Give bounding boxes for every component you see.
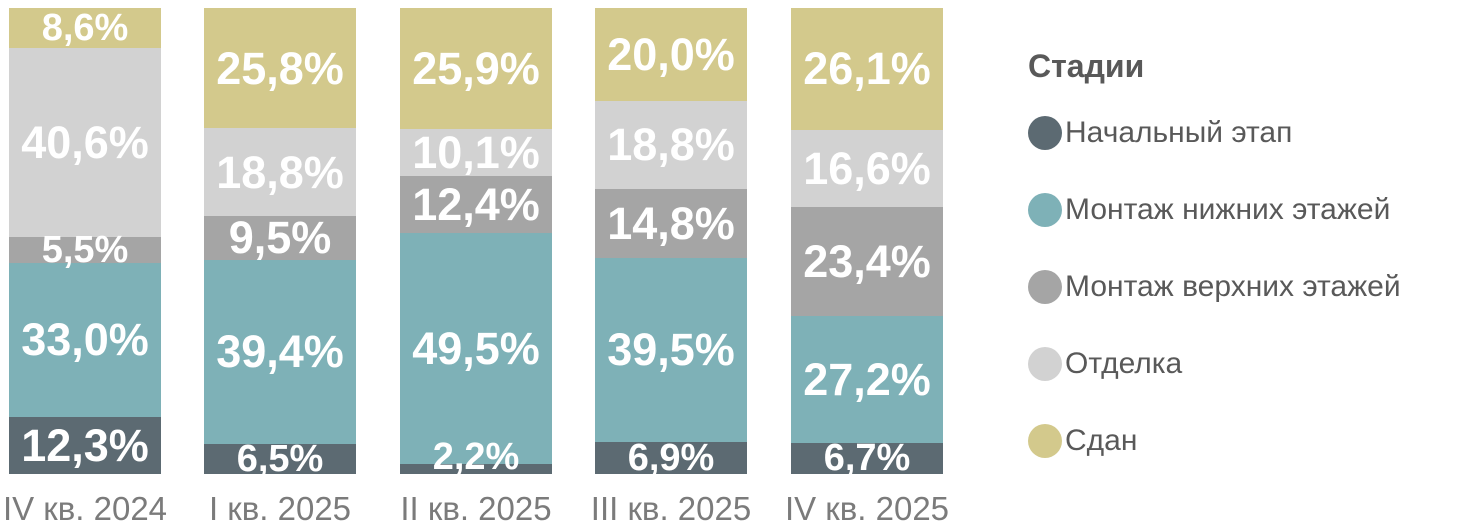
segment-value-label: 10,1% bbox=[412, 126, 540, 178]
bar-segment: 25,8% bbox=[204, 8, 356, 129]
legend-item: Отделка bbox=[1028, 346, 1473, 381]
bar-segment: 39,4% bbox=[204, 260, 356, 444]
bar-segment: 8,6% bbox=[9, 7, 161, 50]
stacked-bar-4: 20,0% 18,8% 14,8% 39,5% 6,9% bbox=[595, 8, 747, 479]
segment-value-label: 5,5% bbox=[41, 229, 129, 272]
segment-value-label: 49,5% bbox=[412, 323, 540, 375]
stacked-bar-5: 26,1% 16,6% 23,4% 27,2% 6,7% bbox=[791, 8, 943, 477]
bar-segment: 23,4% bbox=[791, 206, 943, 316]
legend-color-dot bbox=[1028, 423, 1062, 458]
segment-value-label: 18,8% bbox=[607, 119, 735, 171]
legend-items: Начальный этап Монтаж нижних этажей Монтаж… bbox=[1028, 115, 1473, 458]
x-axis-label: II кв. 2025 bbox=[400, 490, 552, 527]
x-axis-label: I кв. 2025 bbox=[208, 490, 352, 527]
bar-segment: 26,1% bbox=[791, 8, 943, 130]
segment-value-label: 25,8% bbox=[216, 42, 344, 94]
legend-item: Монтаж верхних этажей bbox=[1028, 269, 1473, 304]
bar-segment: 6,9% bbox=[595, 436, 747, 479]
legend-color-dot bbox=[1028, 115, 1062, 150]
segment-value-label: 33,0% bbox=[21, 314, 149, 366]
segment-value-label: 6,5% bbox=[236, 437, 324, 480]
legend-item-label: Отделка bbox=[1065, 347, 1183, 380]
bar-segment: 40,6% bbox=[9, 48, 161, 238]
bar-segment: 16,6% bbox=[791, 129, 943, 207]
segment-value-label: 6,9% bbox=[627, 436, 715, 479]
segment-value-label: 6,7% bbox=[823, 437, 911, 480]
segment-value-label: 8,6% bbox=[41, 7, 129, 50]
legend-item: Начальный этап bbox=[1028, 115, 1473, 150]
legend-color-dot bbox=[1028, 346, 1062, 381]
bar-segment: 12,3% bbox=[9, 416, 161, 474]
segment-value-label: 27,2% bbox=[803, 353, 931, 405]
segment-value-label: 12,4% bbox=[412, 178, 540, 230]
legend-color-dot bbox=[1028, 192, 1062, 227]
segment-value-label: 20,0% bbox=[607, 29, 735, 81]
segment-value-label: 16,6% bbox=[803, 142, 931, 194]
legend-item: Сдан bbox=[1028, 423, 1473, 458]
bar-segment: 49,5% bbox=[400, 233, 552, 464]
bar-segment: 6,7% bbox=[791, 439, 943, 477]
legend-item-label: Монтаж верхних этажей bbox=[1065, 270, 1401, 303]
segment-value-label: 12,3% bbox=[21, 419, 149, 471]
bar-segment: 2,2% bbox=[400, 438, 552, 476]
bar-segment: 33,0% bbox=[9, 262, 161, 417]
segment-value-label: 39,5% bbox=[607, 324, 735, 376]
bar-segment: 20,0% bbox=[595, 8, 747, 102]
bar-segment: 5,5% bbox=[9, 231, 161, 269]
segment-value-label: 25,9% bbox=[412, 42, 540, 94]
bar-segment: 10,1% bbox=[400, 126, 552, 178]
bar-segment: 39,5% bbox=[595, 257, 747, 442]
bar-segment: 14,8% bbox=[595, 188, 747, 258]
segment-value-label: 2,2% bbox=[432, 435, 520, 478]
bar-segment: 9,5% bbox=[204, 212, 356, 264]
segment-value-label: 18,8% bbox=[216, 146, 344, 198]
segment-value-label: 39,4% bbox=[216, 326, 344, 378]
bar-segment: 18,8% bbox=[204, 128, 356, 216]
bar-segment: 12,4% bbox=[400, 175, 552, 234]
x-axis-label: III кв. 2025 bbox=[590, 490, 752, 527]
stacked-bar-2: 25,8% 18,8% 9,5% 39,4% 6,5% bbox=[204, 8, 356, 478]
bar-segment: 18,8% bbox=[595, 101, 747, 189]
segment-value-label: 26,1% bbox=[803, 43, 931, 95]
legend-item-label: Сдан bbox=[1065, 424, 1138, 457]
legend: Стадии Начальный этап Монтаж нижних этаже… bbox=[1028, 46, 1473, 458]
segment-value-label: 40,6% bbox=[21, 117, 149, 169]
legend-title: Стадии bbox=[1028, 48, 1145, 84]
stacked-bar-1: 8,6% 40,6% 5,5% 33,0% 12,3% bbox=[9, 8, 161, 474]
legend-color-dot bbox=[1028, 269, 1062, 304]
segment-value-label: 14,8% bbox=[607, 197, 735, 249]
x-axis-label: IV кв. 2025 bbox=[784, 490, 950, 527]
x-axis-label: IV кв. 2024 bbox=[2, 490, 168, 527]
legend-item: Монтаж нижних этажей bbox=[1028, 192, 1473, 227]
segment-value-label: 9,5% bbox=[228, 212, 332, 264]
legend-item-label: Начальный этап bbox=[1065, 116, 1293, 149]
stacked-bar-3: 25,9% 10,1% 12,4% 49,5% 2,2% bbox=[400, 8, 552, 476]
bar-segment: 6,5% bbox=[204, 440, 356, 478]
segment-value-label: 23,4% bbox=[803, 235, 931, 287]
bar-segment: 25,9% bbox=[400, 8, 552, 129]
bar-segment: 27,2% bbox=[791, 316, 943, 443]
legend-item-label: Монтаж нижних этажей bbox=[1065, 193, 1391, 226]
